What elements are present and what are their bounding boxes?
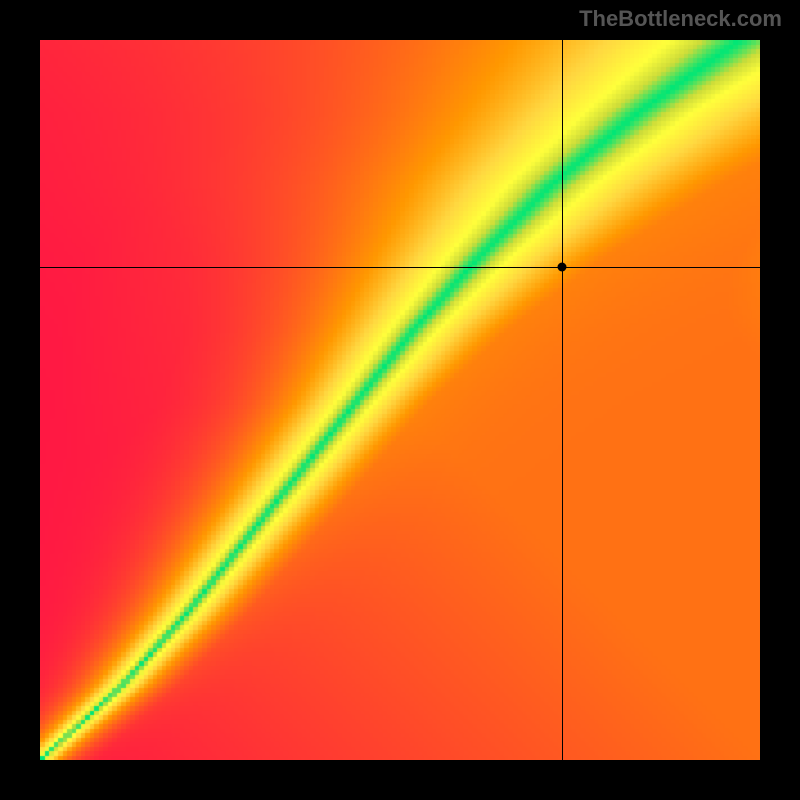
crosshair-vertical [562, 40, 563, 760]
watermark-text: TheBottleneck.com [579, 6, 782, 32]
crosshair-marker [558, 262, 567, 271]
crosshair-horizontal [40, 267, 760, 268]
chart-container: TheBottleneck.com [0, 0, 800, 800]
heatmap-canvas [40, 40, 760, 760]
heatmap-plot [40, 40, 760, 760]
